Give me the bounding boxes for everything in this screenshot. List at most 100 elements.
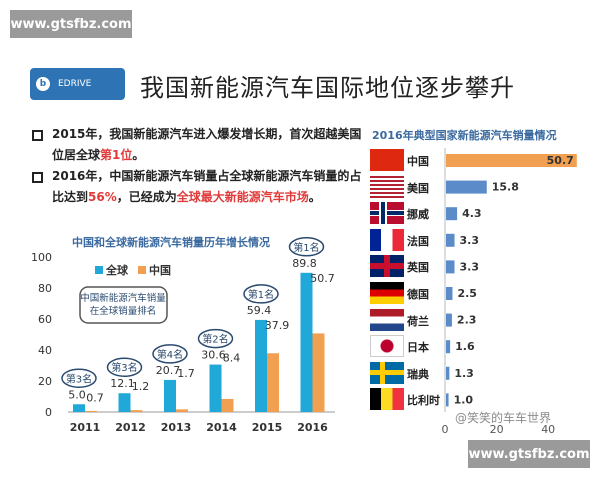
- bar-country: [446, 393, 449, 407]
- rank-label: 第3名: [111, 361, 137, 374]
- page-title: 我国新能源汽车国际地位逐步攀升: [140, 74, 515, 102]
- bullet-1: 2015年，我国新能源汽车进入爆发增长期，首次超越美国位居全球第1位。: [30, 124, 365, 166]
- rank-label: 第1名: [293, 241, 319, 254]
- bar-china: [176, 409, 188, 412]
- bar-china: [312, 333, 325, 412]
- country-label: 英国: [407, 261, 429, 275]
- right-chart-title: 2016年典型国家新能源汽车销量情况: [372, 129, 557, 142]
- annotation-text: 中国新能源汽车销量: [80, 292, 166, 304]
- bullet-list: 2015年，我国新能源汽车进入爆发增长期，首次超越美国位居全球第1位。 2016…: [30, 124, 365, 208]
- bar-global: [118, 393, 131, 412]
- data-label: 15.8: [492, 181, 519, 194]
- logo: b EDRIVE: [30, 68, 125, 100]
- flag-icon: [370, 282, 404, 304]
- data-label-global: 59.4: [247, 304, 272, 317]
- data-label: 1.3: [454, 367, 474, 380]
- data-label: 3.3: [460, 234, 480, 247]
- bar-global: [209, 364, 222, 412]
- data-label: 3.3: [460, 260, 480, 273]
- bar-country: [446, 340, 451, 354]
- legend-swatch-global: [95, 266, 103, 274]
- x-tick-label: 2011: [70, 421, 101, 434]
- bullet-2: 2016年，中国新能源汽车销量占全球新能源汽车销量的占比达到56%，已经成为全球…: [30, 166, 365, 208]
- legend-swatch-china: [138, 266, 146, 274]
- data-label-china: 37.9: [265, 319, 290, 332]
- country-label: 日本: [407, 341, 429, 355]
- left-chart-title: 中国和全球新能源汽车销量历年增长情况: [72, 236, 270, 249]
- flag-icon: [370, 388, 404, 411]
- bar-country: [446, 260, 455, 274]
- data-label-china: 1.7: [177, 367, 195, 380]
- y-tick-label: 0: [45, 406, 52, 419]
- country-label: 中国: [407, 155, 429, 168]
- x-tick-label: 40: [541, 423, 555, 436]
- bar-country: [446, 313, 452, 327]
- rank-label: 第4名: [157, 348, 183, 361]
- x-tick-label: 2015: [252, 421, 283, 434]
- annotation-text: 在全球销量排名: [90, 305, 157, 317]
- x-tick-label: 2016: [297, 421, 328, 434]
- rank-badge: [61, 368, 97, 388]
- bar-country: [446, 366, 450, 380]
- x-tick-label: 2012: [115, 421, 146, 434]
- flag-icon: [370, 228, 404, 251]
- data-label-global: 30.6: [201, 349, 226, 362]
- bar-country: [446, 154, 577, 167]
- bar-country: [446, 207, 458, 221]
- y-tick-label: 20: [38, 375, 52, 388]
- data-label-china: 50.7: [310, 272, 335, 285]
- data-label-global: 5.0: [68, 388, 86, 401]
- flag-icon: [370, 361, 404, 384]
- data-label-china: 0.7: [86, 391, 104, 404]
- rank-badge: [243, 284, 279, 304]
- data-label: 50.7: [547, 154, 574, 167]
- annotation-box: [79, 286, 168, 324]
- x-tick-label: 2013: [161, 421, 192, 434]
- rank-label: 第3名: [66, 372, 92, 385]
- data-label: 1.6: [455, 340, 475, 353]
- bar-country: [446, 180, 487, 194]
- site-watermark-bottom: www.gtsfbz.com: [468, 440, 590, 468]
- rank-badge: [288, 237, 325, 257]
- country-label: 瑞典: [407, 367, 429, 381]
- data-label: 4.3: [462, 207, 482, 220]
- bar-global: [164, 379, 176, 412]
- bar-china: [267, 353, 279, 412]
- flag-icon: [370, 149, 404, 171]
- bar-country: [446, 233, 455, 247]
- data-label: 2.3: [457, 314, 477, 327]
- y-tick-label: 40: [38, 344, 52, 357]
- rank-badge: [152, 344, 188, 364]
- bar-china: [221, 398, 234, 412]
- rank-badge: [197, 328, 234, 349]
- social-watermark: @笑笑的车车世界: [455, 411, 552, 425]
- x-tick-label: 20: [490, 423, 504, 436]
- flag-icon: [370, 202, 404, 225]
- logo-icon: b: [36, 77, 50, 91]
- bar-country: [446, 287, 453, 300]
- country-label: 德国: [407, 288, 429, 301]
- y-tick-label: 100: [31, 251, 52, 264]
- site-watermark-top: www.gtsfbz.com: [10, 10, 132, 38]
- flag-icon: [370, 255, 404, 278]
- data-label-china: 8.4: [223, 352, 241, 365]
- data-label-global: 20.7: [156, 364, 181, 377]
- country-label: 比利时: [407, 394, 440, 408]
- data-label-china: 1.2: [132, 380, 150, 393]
- y-tick-label: 60: [38, 313, 52, 326]
- bar-global: [73, 404, 85, 412]
- bar-china: [130, 410, 143, 412]
- rank-label: 第1名: [248, 288, 274, 301]
- country-label: 挪威: [407, 208, 429, 222]
- country-label: 法国: [407, 234, 429, 248]
- data-label: 1.0: [454, 393, 474, 406]
- rank-badge: [106, 357, 143, 377]
- logo-text: EDRIVE: [58, 79, 92, 89]
- data-label: 2.5: [457, 287, 477, 300]
- y-tick-label: 80: [38, 282, 52, 295]
- country-label: 荷兰: [407, 314, 429, 328]
- flag-icon: [370, 335, 404, 358]
- data-label-global: 89.8: [292, 257, 317, 270]
- bar-china: [85, 410, 97, 412]
